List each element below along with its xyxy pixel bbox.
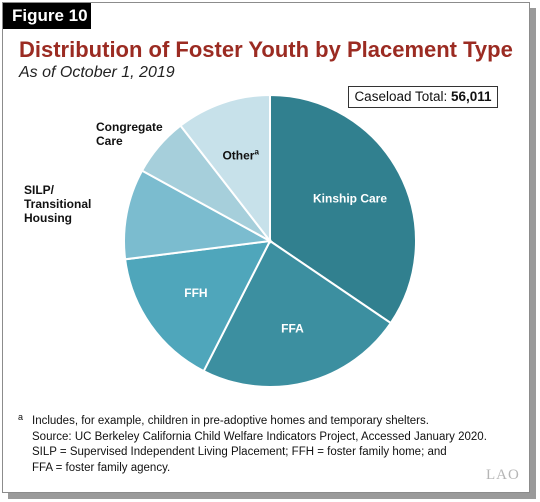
slice-label: Kinship Care bbox=[313, 192, 387, 206]
lao-logo: LAO bbox=[486, 467, 520, 483]
abbreviation-note-2: FFA = foster family agency. bbox=[32, 461, 171, 474]
slice-label: Othera bbox=[222, 147, 259, 162]
slice-label: FFA bbox=[281, 322, 304, 336]
footnote-a: a Includes, for example, children in pre… bbox=[16, 412, 516, 430]
footnote-a-text: Includes, for example, children in pre-a… bbox=[32, 415, 429, 427]
caseload-label: Caseload Total: bbox=[354, 89, 448, 104]
slice-label: Congregate Care bbox=[96, 120, 163, 148]
pie-slice-silp bbox=[122, 169, 274, 261]
figure-frame: Figure 10 Distribution of Foster Youth b… bbox=[2, 2, 530, 493]
slice-label: SILP/Transitional Housing bbox=[24, 183, 91, 225]
caseload-total-box: Caseload Total: 56,011 bbox=[348, 86, 498, 108]
footnotes: a Includes, for example, children in pre… bbox=[16, 412, 516, 476]
pie-slice-kinship-care bbox=[269, 93, 417, 325]
pie-slice-other bbox=[179, 93, 271, 244]
caseload-value: 56,011 bbox=[451, 89, 492, 104]
abbreviation-note-1: SILP = Supervised Independent Living Pla… bbox=[32, 446, 447, 458]
figure-label: Figure 10 bbox=[3, 3, 91, 29]
chart-subtitle: As of October 1, 2019 bbox=[19, 64, 175, 81]
pie-slice-ffh bbox=[124, 239, 272, 373]
pie-slice-ffa bbox=[202, 239, 393, 388]
footnote-mark: a bbox=[18, 412, 24, 422]
slice-label: FFH bbox=[184, 286, 207, 300]
chart-title: Distribution of Foster Youth by Placemen… bbox=[19, 37, 513, 62]
source-note: Source: UC Berkeley California Child Wel… bbox=[32, 430, 487, 443]
